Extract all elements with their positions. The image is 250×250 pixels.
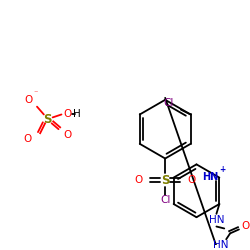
Text: +: + (219, 165, 226, 174)
Text: ⁻: ⁻ (34, 88, 38, 98)
Text: S: S (161, 174, 170, 186)
Text: Cl: Cl (160, 194, 170, 204)
Text: HN: HN (212, 240, 228, 250)
Text: O: O (188, 175, 196, 185)
Text: H: H (73, 108, 81, 118)
Text: O: O (23, 134, 31, 144)
Text: O: O (63, 108, 72, 118)
Text: O: O (242, 220, 250, 230)
Text: O: O (135, 175, 143, 185)
Text: HN: HN (202, 172, 218, 181)
Text: HN: HN (209, 215, 224, 225)
Text: O: O (24, 95, 32, 105)
Text: S: S (44, 113, 52, 126)
Text: Cl: Cl (163, 98, 173, 108)
Text: O: O (63, 130, 72, 140)
